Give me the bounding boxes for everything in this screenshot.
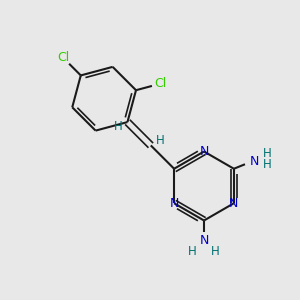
Text: Cl: Cl [57, 51, 69, 64]
Text: N: N [199, 145, 209, 158]
Text: H: H [155, 134, 164, 147]
Text: H: H [188, 244, 197, 258]
Text: H: H [211, 244, 220, 258]
Text: N: N [199, 234, 209, 247]
Text: N: N [249, 155, 259, 168]
Text: N: N [169, 197, 179, 210]
Text: H: H [114, 120, 123, 133]
Text: Cl: Cl [154, 77, 166, 90]
Text: N: N [229, 197, 239, 210]
Text: H: H [262, 158, 271, 171]
Text: H: H [262, 147, 271, 160]
